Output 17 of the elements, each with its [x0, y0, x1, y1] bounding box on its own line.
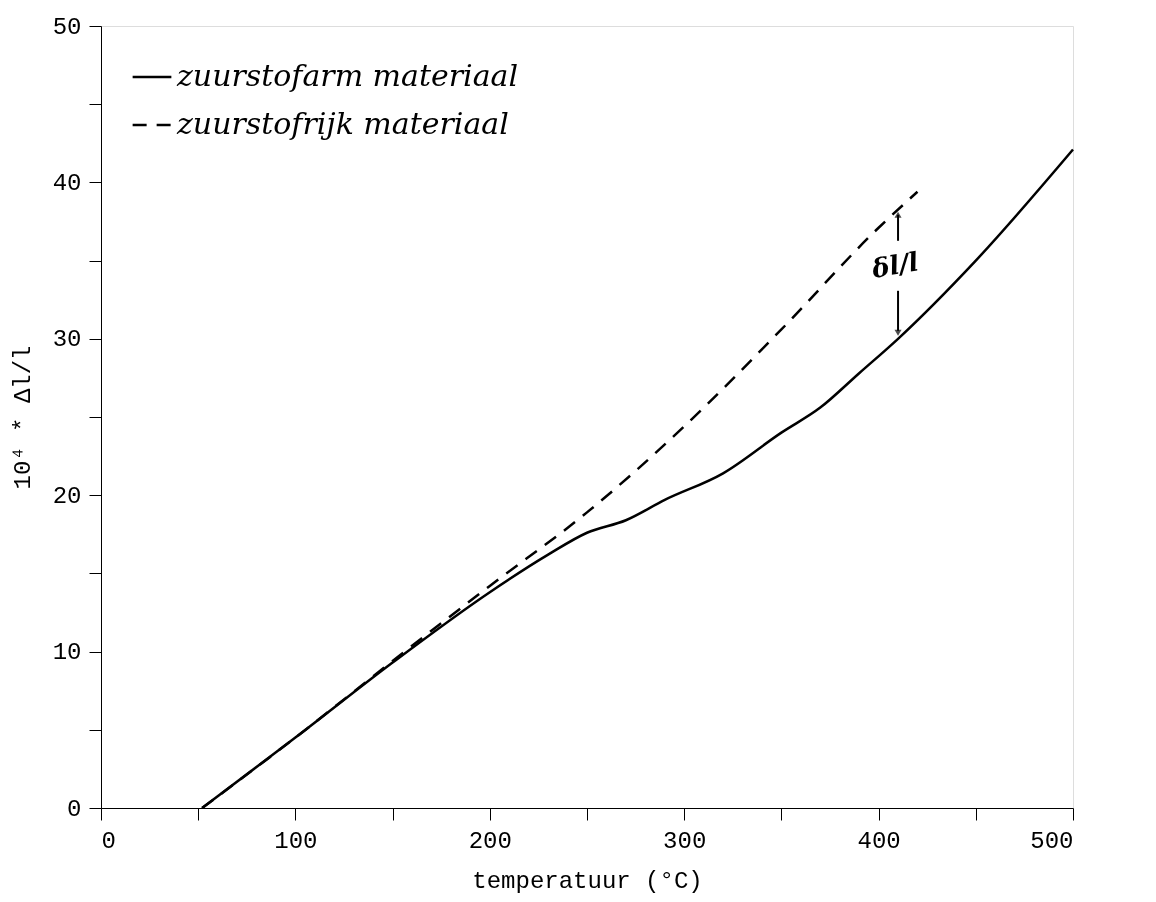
x-tick-label: 400 [857, 827, 901, 855]
legend-label: zuurstofarm materiaal [176, 58, 519, 93]
y-tick-label: 10 [52, 639, 82, 667]
legend-label: zuurstofrijk materiaal [176, 106, 509, 141]
y-tick-label: 40 [52, 169, 82, 197]
x-tick-label: 300 [663, 827, 707, 855]
x-tick-label: 0 [101, 827, 116, 855]
annotation: δl/l [868, 246, 921, 285]
x-axis-title: temperatuur (°C) [472, 867, 703, 895]
y-tick-label: 20 [52, 482, 82, 510]
y-tick-label: 30 [52, 326, 82, 354]
y-tick-label: 50 [52, 13, 82, 41]
y-tick-label: 0 [67, 795, 82, 823]
x-tick-label: 100 [274, 827, 318, 855]
x-tick-label: 200 [468, 827, 512, 855]
x-tick-label: 500 [1030, 827, 1074, 855]
y-axis-title: 10⁴ * Δl/l [9, 345, 37, 490]
